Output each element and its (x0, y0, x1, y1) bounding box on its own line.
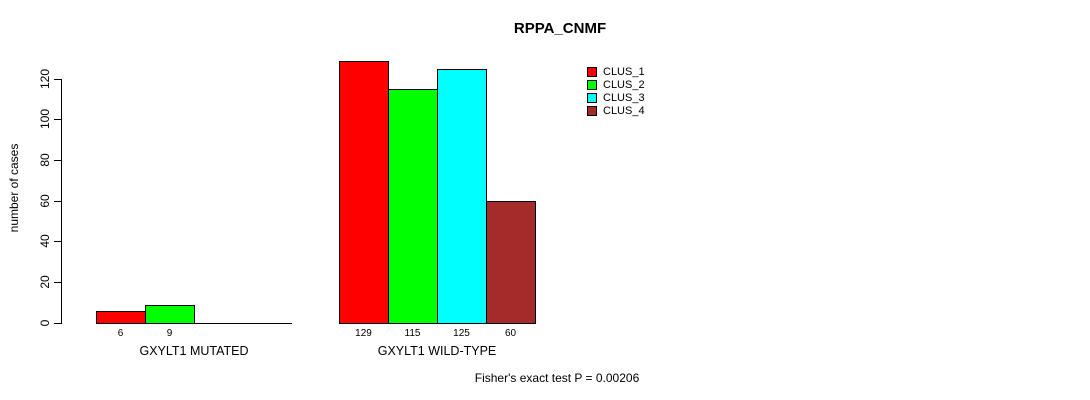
y-tick (54, 282, 61, 283)
bar-value-label: 9 (166, 328, 173, 339)
bar-clus_4-group2 (486, 201, 536, 324)
y-tick-label: 40 (38, 234, 52, 248)
legend-item: CLUS_4 (587, 104, 645, 117)
bar-value-label: 6 (117, 328, 124, 339)
y-tick (54, 119, 61, 120)
legend-label: CLUS_1 (603, 65, 645, 78)
bar-value-label: 125 (453, 328, 470, 339)
legend-swatch-icon (587, 66, 597, 77)
bar-clus_1-group1 (96, 311, 146, 324)
y-tick-label: 100 (38, 109, 52, 130)
legend-swatch-icon (587, 79, 597, 90)
bar-clus_1-group2 (339, 61, 389, 324)
y-tick (54, 201, 61, 202)
bar-value-label: 129 (355, 328, 372, 339)
y-tick-label: 120 (38, 68, 52, 89)
bar-clus_2-group1 (145, 305, 195, 324)
y-tick-label: 60 (38, 193, 52, 208)
stat-annotation: Fisher's exact test P = 0.00206 (474, 371, 640, 385)
y-axis-line (61, 78, 62, 324)
legend-label: CLUS_2 (603, 78, 645, 91)
legend-item: CLUS_2 (587, 78, 645, 91)
legend-label: CLUS_3 (603, 91, 645, 104)
legend-item: CLUS_1 (587, 65, 645, 78)
x-category-label: GXYLT1 MUTATED (139, 344, 249, 358)
legend: CLUS_1 CLUS_2 CLUS_3 CLUS_4 (587, 65, 645, 117)
y-tick (54, 79, 61, 80)
y-tick-label: 20 (38, 275, 52, 289)
y-tick-label: 80 (38, 153, 52, 167)
bar-value-label: 115 (404, 328, 421, 339)
x-category-label: GXYLT1 WILD-TYPE (377, 344, 497, 358)
y-tick (54, 160, 61, 161)
legend-label: CLUS_4 (603, 104, 645, 117)
bar-value-label: 60 (504, 328, 517, 339)
chart-title: RPPA_CNMF (513, 20, 607, 37)
y-tick (54, 323, 61, 324)
bar-clus_3-group2 (437, 69, 487, 324)
bar-clus_2-group2 (388, 89, 438, 324)
legend-swatch-icon (587, 105, 597, 116)
legend-swatch-icon (587, 92, 597, 103)
y-tick-label: 0 (38, 319, 52, 326)
y-tick (54, 241, 61, 242)
legend-item: CLUS_3 (587, 91, 645, 104)
